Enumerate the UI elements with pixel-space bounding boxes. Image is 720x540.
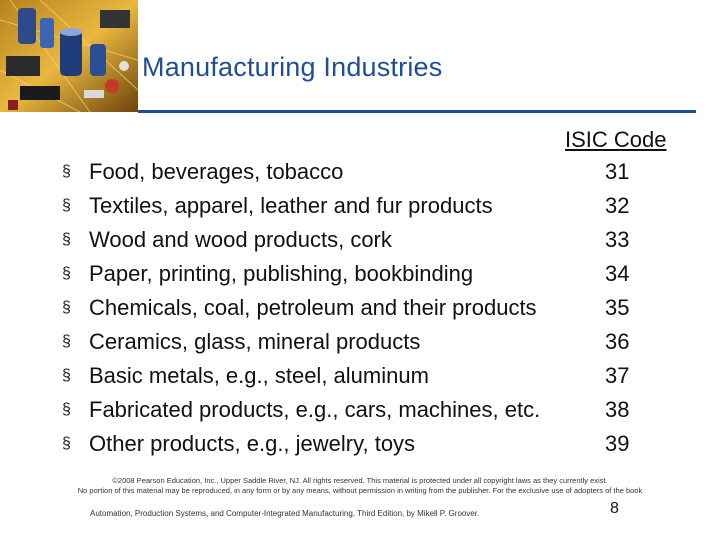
bullet-icon: §	[62, 333, 71, 350]
isic-code: 33	[605, 227, 630, 252]
circuit-board-photo	[0, 0, 138, 112]
slide-title: Manufacturing Industries	[142, 52, 443, 82]
bullet-icon: §	[62, 197, 71, 214]
list-item: § Fabricated products, e.g., cars, machi…	[0, 395, 720, 425]
book-citation: Automation, Production Systems, and Comp…	[90, 509, 480, 518]
industry-label: Chemicals, coal, petroleum and their pro…	[89, 295, 537, 320]
bullet-icon: §	[62, 435, 71, 452]
page-number: 8	[610, 500, 619, 517]
copyright-line: ©2008 Pearson Education, Inc., Upper Sad…	[112, 476, 608, 485]
industry-label: Paper, printing, publishing, bookbinding	[89, 261, 474, 286]
list-item: § Paper, printing, publishing, bookbindi…	[0, 259, 720, 289]
list-item: § Basic metals, e.g., steel, aluminum 37	[0, 361, 720, 391]
title-divider	[138, 110, 696, 113]
industry-label: Other products, e.g., jewelry, toys	[89, 431, 416, 456]
bullet-icon: §	[62, 299, 71, 316]
industry-label: Ceramics, glass, mineral products	[89, 329, 421, 354]
industry-label: Textiles, apparel, leather and fur produ…	[89, 193, 493, 218]
bullet-icon: §	[62, 367, 71, 384]
industry-label: Wood and wood products, cork	[89, 227, 392, 252]
list-item: § Chemicals, coal, petroleum and their p…	[0, 293, 720, 323]
isic-code: 32	[605, 193, 630, 218]
copyright-line: No portion of this material may be repro…	[77, 486, 643, 495]
bullet-icon: §	[62, 265, 71, 282]
bullet-icon: §	[62, 231, 71, 248]
industry-label: Basic metals, e.g., steel, aluminum	[89, 363, 429, 388]
isic-code: 35	[605, 295, 630, 320]
bullet-icon: §	[62, 163, 71, 180]
list-item: § Ceramics, glass, mineral products 36	[0, 327, 720, 357]
isic-code: 36	[605, 329, 630, 354]
list-item: § Other products, e.g., jewelry, toys 39	[0, 429, 720, 459]
isic-code: 31	[605, 159, 630, 184]
industry-label: Food, beverages, tobacco	[89, 159, 344, 184]
industry-label: Fabricated products, e.g., cars, machine…	[89, 397, 541, 422]
isic-code-header: ISIC Code	[565, 127, 667, 152]
bullet-icon: §	[62, 401, 71, 418]
isic-code: 37	[605, 363, 630, 388]
isic-code: 39	[605, 431, 630, 456]
list-item: § Food, beverages, tobacco 31	[0, 157, 720, 187]
isic-code: 34	[605, 261, 630, 286]
list-item: § Textiles, apparel, leather and fur pro…	[0, 191, 720, 221]
copyright-notice: ©2008 Pearson Education, Inc., Upper Sad…	[0, 476, 720, 496]
list-item: § Wood and wood products, cork 33	[0, 225, 720, 255]
isic-code: 38	[605, 397, 630, 422]
